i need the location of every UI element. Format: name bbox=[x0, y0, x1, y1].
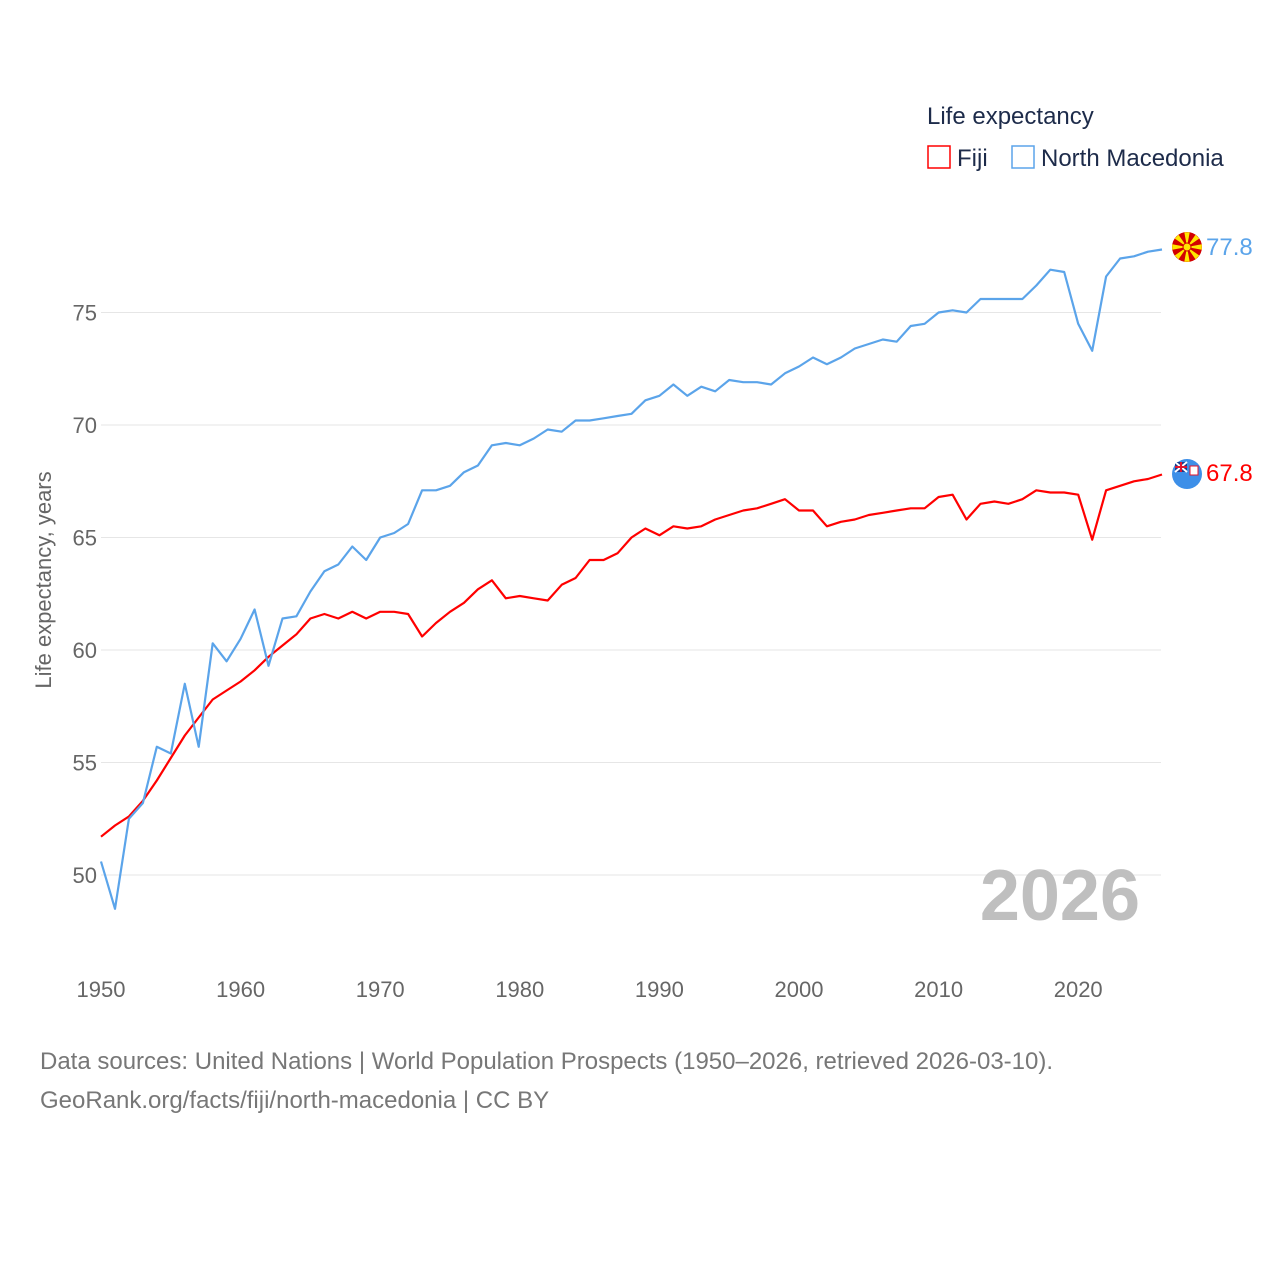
legend-label-fiji[interactable]: Fiji bbox=[957, 145, 988, 172]
series-line-north-macedonia bbox=[99, 248, 1163, 910]
legend: Life expectancy Fiji North Macedonia bbox=[927, 103, 1224, 172]
x-tick-label: 2010 bbox=[914, 977, 963, 1002]
y-axis-ticks: 50 55 60 65 70 75 bbox=[73, 301, 97, 889]
year-label: 2026 bbox=[980, 856, 1140, 936]
x-tick-label: 2020 bbox=[1054, 977, 1103, 1002]
north-macedonia-flag-icon bbox=[1172, 232, 1202, 262]
end-label-north-macedonia: 77.8 bbox=[1206, 234, 1253, 261]
y-tick-label: 75 bbox=[73, 301, 97, 326]
sun-ray bbox=[1184, 232, 1190, 247]
series-lines bbox=[99, 248, 1163, 910]
x-tick-label: 1950 bbox=[77, 977, 126, 1002]
x-axis-ticks: 1950 1960 1970 1980 1990 2000 2010 2020 bbox=[77, 977, 1103, 1002]
sun-ray bbox=[1184, 247, 1190, 262]
source-note: Data sources: United Nations | World Pop… bbox=[40, 1048, 1053, 1075]
y-tick-label: 55 bbox=[73, 751, 97, 776]
x-tick-label: 2000 bbox=[775, 977, 824, 1002]
legend-title: Life expectancy bbox=[927, 103, 1094, 130]
gridlines bbox=[101, 312, 1161, 876]
x-tick-label: 1990 bbox=[635, 977, 684, 1002]
sun-ray bbox=[1187, 244, 1202, 250]
y-tick-label: 70 bbox=[73, 413, 97, 438]
sun-ray bbox=[1172, 244, 1187, 250]
credit-link[interactable]: GeoRank.org/facts/fiji/north-macedonia |… bbox=[40, 1087, 549, 1114]
legend-label-north-macedonia[interactable]: North Macedonia bbox=[1041, 145, 1224, 172]
y-tick-label: 60 bbox=[73, 638, 97, 663]
y-axis-label: Life expectancy, years bbox=[31, 471, 56, 688]
x-tick-label: 1980 bbox=[495, 977, 544, 1002]
legend-swatch-fiji[interactable] bbox=[927, 145, 951, 169]
series-line-fiji bbox=[100, 473, 1163, 838]
y-tick-label: 65 bbox=[73, 526, 97, 551]
x-tick-label: 1970 bbox=[356, 977, 405, 1002]
legend-swatch-north-macedonia[interactable] bbox=[1011, 145, 1035, 169]
fiji-flag-icon bbox=[1172, 459, 1202, 489]
x-tick-label: 1960 bbox=[216, 977, 265, 1002]
end-label-fiji: 67.8 bbox=[1206, 460, 1253, 487]
y-tick-label: 50 bbox=[73, 863, 97, 888]
